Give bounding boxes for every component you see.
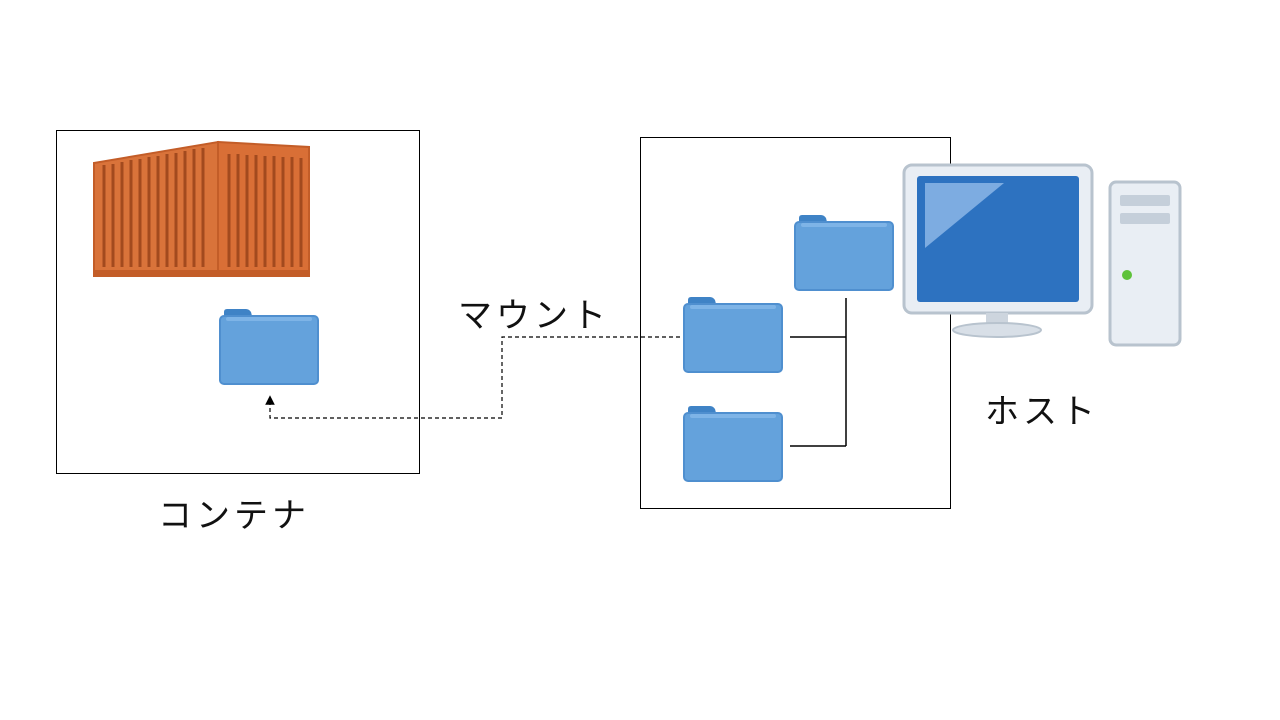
folder-icon [794,214,894,291]
mount-arrow [265,336,680,419]
folder-tree-connector [790,298,847,447]
folder-icon [219,308,319,385]
mount-label: マウント [458,296,610,336]
desktop-computer-icon [902,163,1182,347]
container-label: コンテナ [158,496,310,536]
folder-icon [683,296,783,373]
shipping-container-icon [93,140,310,277]
folder-icon [683,405,783,482]
host-label: ホスト [985,392,1099,432]
